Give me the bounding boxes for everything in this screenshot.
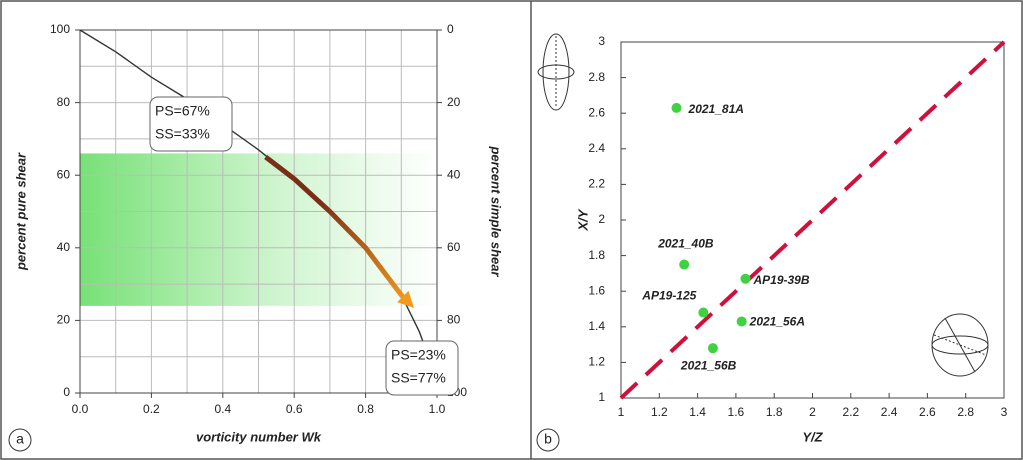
- highlight-segment: [264, 155, 415, 308]
- x-axis-label: Y/Z: [802, 429, 823, 444]
- oblate-ellipsoid-icon: [931, 313, 989, 377]
- x-tick-label: 0.0: [72, 402, 89, 416]
- plot-frame: [79, 29, 438, 394]
- x-axis-label: vorticity number Wk: [196, 429, 322, 444]
- prolate-ellipsoid-icon: [537, 33, 575, 111]
- point-label: AP19-39B: [752, 273, 809, 287]
- x-tick-label: 0.4: [214, 402, 231, 416]
- y-tick-label: 2: [598, 212, 605, 226]
- y-tick-label: 60: [57, 167, 71, 181]
- y-tick-label: 1.2: [588, 355, 605, 369]
- y-axis-label: X/Y: [575, 208, 590, 231]
- y2-tick-label: 60: [447, 240, 461, 254]
- x-tick-label: 2.4: [881, 405, 898, 419]
- y-axis-label: percent pure shear: [13, 152, 28, 271]
- x-tick-label: 0.6: [286, 402, 303, 416]
- y-tick-label: 1.4: [588, 319, 605, 333]
- y-tick-label: 1.8: [588, 248, 605, 262]
- reference-line: [619, 40, 1006, 400]
- x-tick-label: 2: [809, 405, 816, 419]
- y-tick-label: 20: [57, 313, 71, 327]
- x-tick-label: 0.8: [357, 402, 374, 416]
- panel-label-circle: [8, 428, 32, 452]
- data-point: [740, 273, 751, 284]
- annotation-box: [149, 96, 233, 152]
- y-tick-label: 80: [57, 95, 71, 109]
- data-point: [736, 316, 747, 327]
- annotation-text: PS=23%: [391, 347, 446, 363]
- y2-tick-label: 20: [447, 95, 461, 109]
- y-tick-label: 1: [598, 390, 605, 404]
- annotation-box: [385, 340, 459, 396]
- y-tick-label: 3: [598, 34, 605, 48]
- x-tick-label: 0.2: [143, 402, 160, 416]
- x-tick-label: 2.2: [842, 405, 859, 419]
- y-tick-label: 2.6: [588, 105, 605, 119]
- data-point: [707, 343, 718, 354]
- data-point: [698, 307, 709, 318]
- x-tick-label: 1.4: [689, 405, 706, 419]
- annotation-text: PS=67%: [155, 103, 210, 119]
- x-tick-label: 1.0: [429, 402, 446, 416]
- y-tick-label: 100: [50, 22, 70, 36]
- x-tick-label: 3: [1001, 405, 1008, 419]
- point-label: 2021_56B: [680, 358, 737, 372]
- y-tick-label: 2.2: [588, 177, 605, 191]
- x-tick-label: 1.8: [766, 405, 783, 419]
- y2-axis-label: percent simple shear: [489, 145, 504, 277]
- x-tick-label: 1: [618, 405, 625, 419]
- point-label: 2021_56A: [749, 315, 805, 329]
- y-tick-label: 2.4: [588, 141, 605, 155]
- x-tick-label: 1.6: [728, 405, 745, 419]
- y2-tick-label: 40: [447, 167, 461, 181]
- data-point: [671, 102, 682, 113]
- x-tick-label: 2.8: [957, 405, 974, 419]
- panel-label-circle: [536, 428, 560, 452]
- annotation-text: SS=33%: [155, 126, 210, 142]
- y-tick-label: 2.8: [588, 70, 605, 84]
- point-label: 2021_81A: [688, 102, 744, 116]
- data-point: [679, 259, 690, 270]
- x-tick-label: 1.2: [651, 405, 668, 419]
- point-label: AP19-125: [641, 289, 696, 303]
- x-tick-label: 2.6: [919, 405, 936, 419]
- y2-tick-label: 0: [447, 22, 454, 36]
- y-tick-label: 0: [63, 385, 70, 399]
- annotation-text: SS=77%: [391, 370, 446, 386]
- panel-label: b: [544, 431, 552, 447]
- panel-label: a: [16, 431, 24, 447]
- y-tick-label: 1.6: [588, 283, 605, 297]
- y2-tick-label: 80: [447, 313, 461, 327]
- point-label: 2021_40B: [657, 237, 714, 251]
- y-tick-label: 40: [57, 240, 71, 254]
